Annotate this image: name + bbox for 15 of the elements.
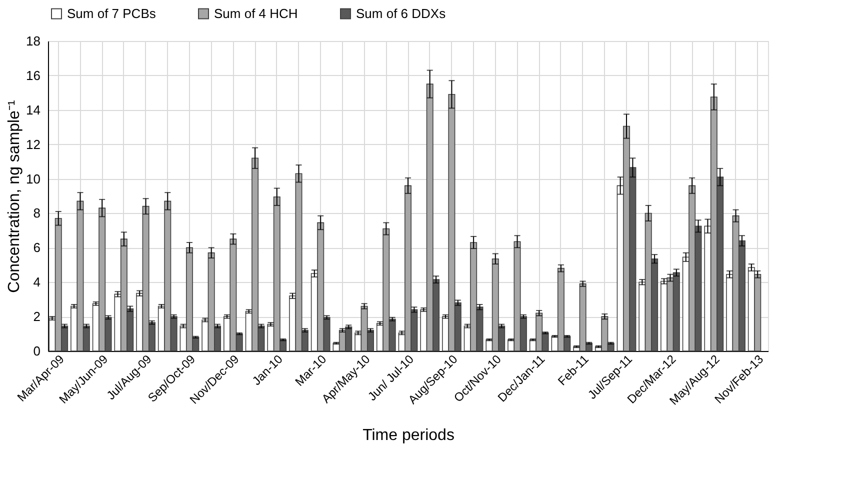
y-tick-label: 2 bbox=[33, 309, 40, 324]
y-axis-title: Concentration, ng sample⁻¹ bbox=[6, 100, 24, 293]
y-tick-label: 14 bbox=[26, 102, 40, 118]
y-tick-label: 0 bbox=[33, 344, 40, 358]
y-tick-label: 12 bbox=[26, 136, 40, 152]
y-tick-label: 16 bbox=[26, 68, 40, 83]
legend-label: Sum of 4 HCH bbox=[214, 6, 298, 21]
y-tick-label: 8 bbox=[33, 206, 40, 221]
y-tick-label: 4 bbox=[33, 274, 40, 290]
legend-label: Sum of 7 PCBs bbox=[67, 6, 156, 21]
y-tick-label: 18 bbox=[26, 34, 40, 48]
y-tick-label: 6 bbox=[33, 240, 40, 256]
x-axis-title: Time periods bbox=[362, 427, 454, 444]
legend-label: Sum of 6 DDXs bbox=[356, 6, 446, 21]
y-tick-label: 10 bbox=[26, 171, 40, 186]
